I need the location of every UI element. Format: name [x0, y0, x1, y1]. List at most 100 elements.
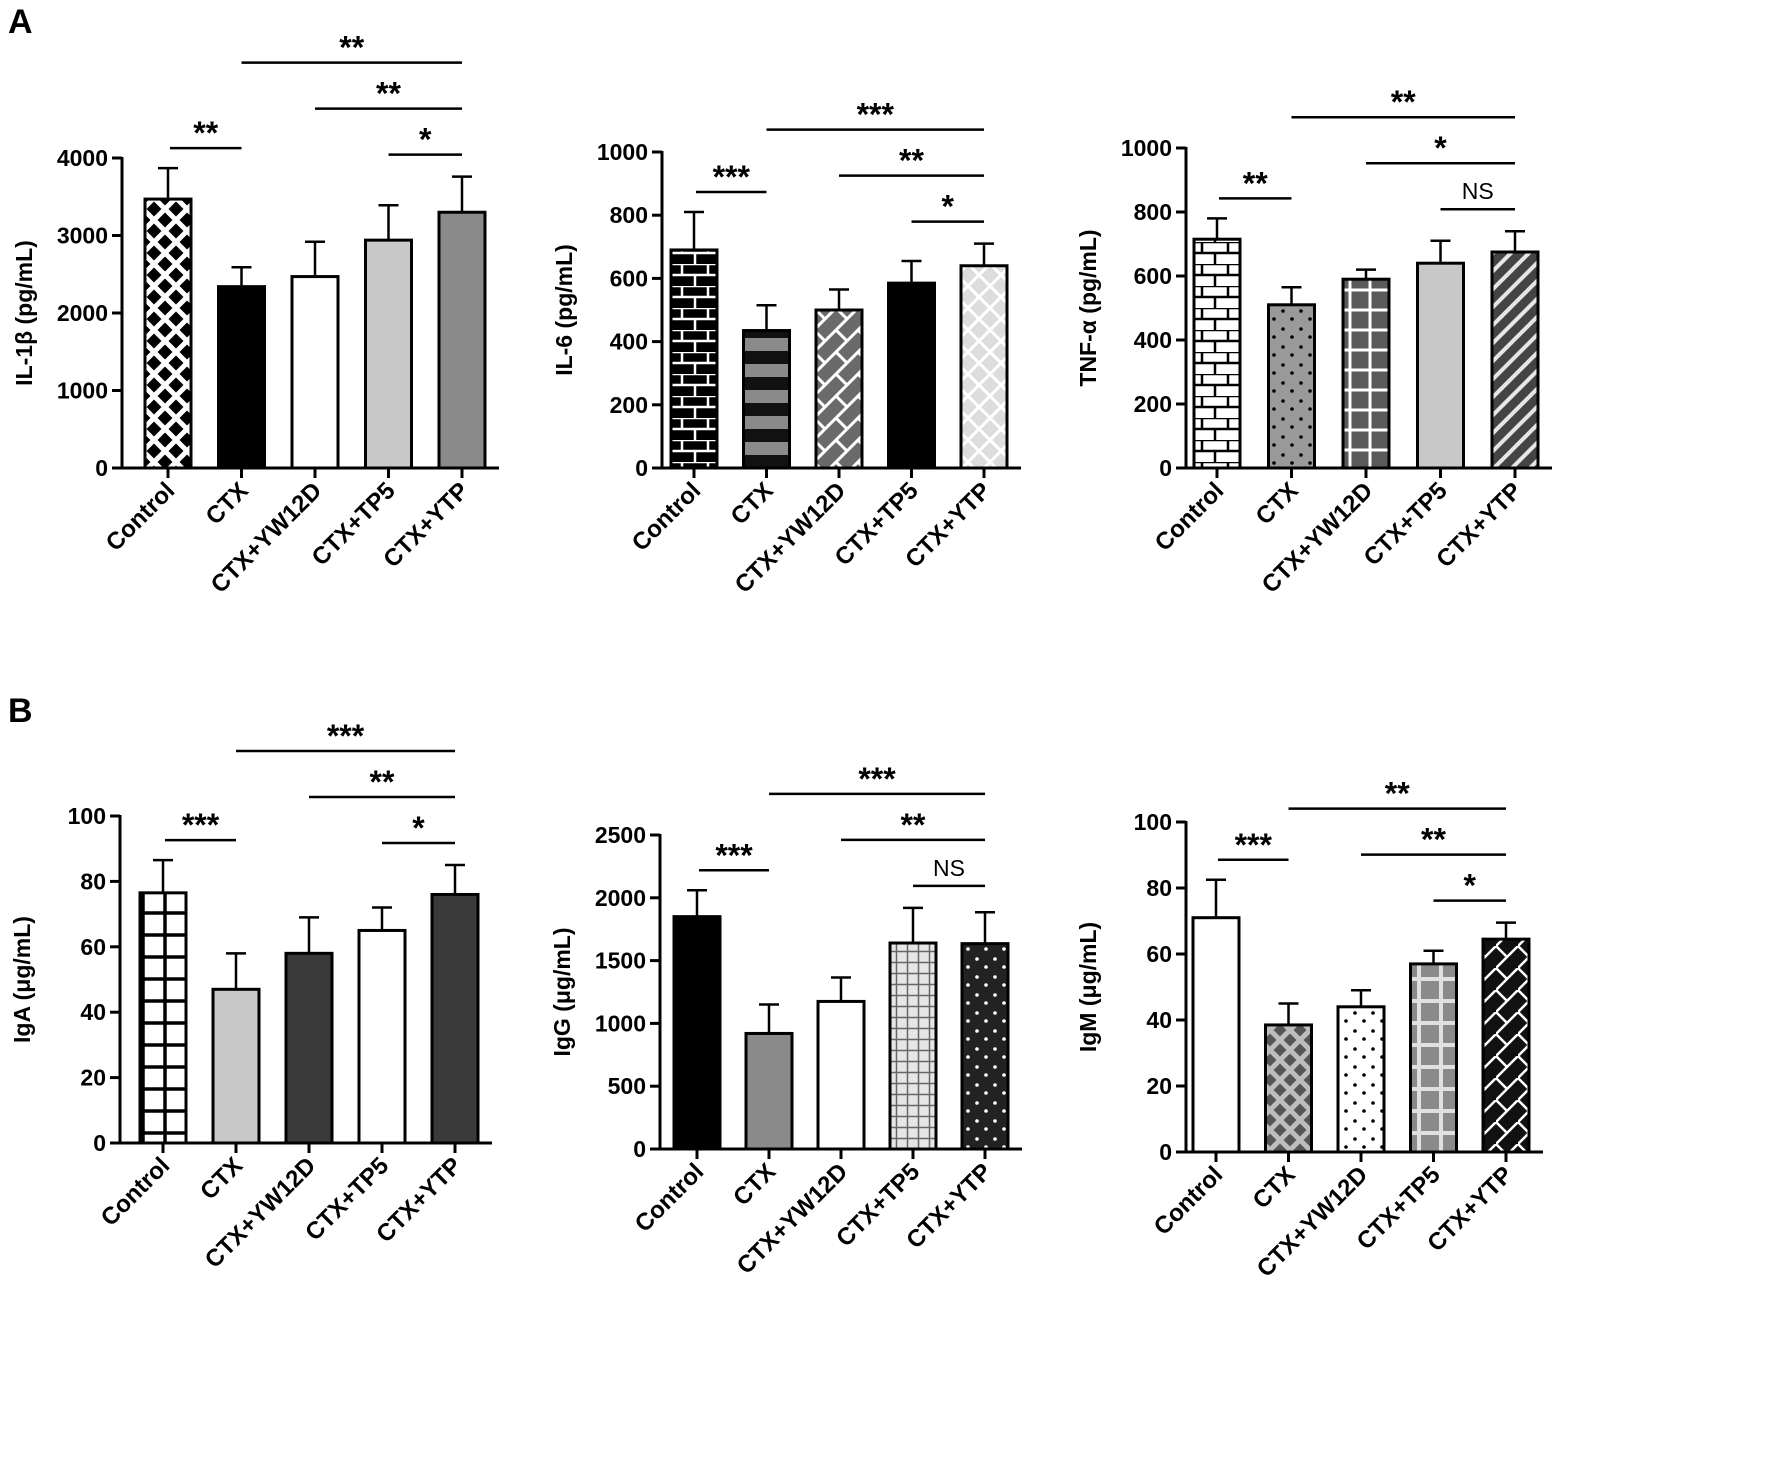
y-tick-label: 600 — [1134, 263, 1172, 289]
bar-ctx-yw12d — [290, 275, 340, 470]
y-tick-label: 400 — [610, 329, 648, 355]
bar-control — [1192, 237, 1242, 470]
significance-label: NS — [933, 855, 965, 881]
significance-label: *** — [715, 837, 753, 873]
bar-ctx-yw12d — [1341, 277, 1391, 470]
panel-letter-A: A — [8, 3, 33, 41]
bar-ctx — [742, 329, 791, 470]
panel-letter-B: B — [8, 692, 33, 730]
bar-ctx-ytp — [959, 264, 1009, 470]
y-axis-title: TNF-α (pg/mL) — [1075, 229, 1101, 386]
bar-control — [1191, 916, 1241, 1154]
significance-label: * — [412, 810, 425, 846]
significance-label: ** — [376, 76, 401, 112]
significance-label: ** — [901, 807, 926, 843]
y-tick-label: 1000 — [597, 139, 648, 165]
y-tick-label: 100 — [1134, 809, 1172, 835]
bar-ctx — [744, 1031, 794, 1151]
x-tick-label: Control — [1149, 1161, 1228, 1240]
y-tick-label: 3000 — [57, 223, 108, 249]
y-tick-label: 0 — [1159, 1139, 1172, 1165]
x-tick-label: CTX — [1251, 477, 1304, 530]
y-tick-label: 2500 — [595, 822, 646, 848]
bar-ctx-ytp — [430, 892, 480, 1145]
y-tick-label: 1000 — [595, 1010, 646, 1036]
bar-control — [138, 891, 188, 1145]
bar-ctx-ytp — [1481, 937, 1531, 1154]
significance-label: * — [942, 189, 955, 225]
y-axis-title: IgG (μg/mL) — [549, 927, 575, 1056]
x-tick-label: Control — [1150, 477, 1229, 556]
bar-control — [669, 248, 719, 470]
bar-control — [143, 197, 193, 470]
bar-ctx-yw12d — [284, 951, 334, 1145]
bar-ctx — [1264, 1023, 1313, 1154]
y-tick-label: 0 — [93, 1130, 106, 1156]
y-tick-label: 100 — [68, 803, 106, 829]
y-tick-label: 200 — [610, 392, 648, 418]
bar-ctx-yw12d — [816, 999, 866, 1151]
bar-ctx — [217, 285, 266, 470]
y-tick-label: 80 — [80, 868, 106, 894]
y-tick-label: 1500 — [595, 948, 646, 974]
x-tick-label: Control — [630, 1158, 709, 1237]
y-tick-label: 0 — [95, 455, 108, 481]
y-tick-label: 4000 — [57, 145, 108, 171]
significance-label: * — [1434, 130, 1447, 166]
bar-ctx-tp5 — [357, 928, 407, 1145]
x-tick-label: CTX — [201, 477, 254, 530]
bar-ctx — [1267, 303, 1316, 470]
y-tick-label: 80 — [1146, 875, 1172, 901]
significance-label: ** — [1243, 165, 1268, 201]
y-tick-label: 800 — [610, 202, 648, 228]
y-tick-label: 40 — [80, 999, 106, 1025]
x-tick-label: Control — [96, 1152, 175, 1231]
significance-label: *** — [858, 761, 896, 797]
y-tick-label: 20 — [1146, 1073, 1172, 1099]
bar-ctx-tp5 — [364, 238, 413, 470]
x-tick-label: CTX — [726, 477, 779, 530]
bar-ctx — [211, 987, 261, 1145]
x-tick-label: Control — [101, 477, 180, 556]
significance-label: ** — [1421, 822, 1446, 858]
bar-ctx-tp5 — [1409, 962, 1458, 1154]
y-axis-title: IgA (μg/mL) — [9, 916, 35, 1043]
significance-label: NS — [1462, 178, 1494, 204]
significance-label: * — [419, 122, 432, 158]
y-axis-title: IgM (μg/mL) — [1075, 922, 1101, 1052]
y-axis-title: IL-6 (pg/mL) — [551, 244, 577, 376]
bar-ctx-ytp — [437, 210, 487, 470]
y-tick-label: 600 — [610, 265, 648, 291]
x-tick-label: CTX — [1248, 1161, 1301, 1214]
bar-control — [672, 915, 722, 1151]
significance-label: ** — [899, 143, 924, 179]
y-tick-label: 200 — [1134, 391, 1172, 417]
significance-label: ** — [370, 764, 395, 800]
y-tick-label: 20 — [80, 1065, 106, 1091]
bar-ctx-tp5 — [888, 941, 938, 1151]
y-tick-label: 1000 — [57, 378, 108, 404]
significance-label: *** — [327, 718, 365, 754]
y-tick-label: 40 — [1146, 1007, 1172, 1033]
bar-ctx-ytp — [960, 942, 1010, 1151]
y-tick-label: 500 — [608, 1073, 646, 1099]
y-tick-label: 400 — [1134, 327, 1172, 353]
significance-label: * — [1464, 868, 1477, 904]
significance-label: *** — [1235, 827, 1273, 863]
y-tick-label: 800 — [1134, 199, 1172, 225]
x-tick-label: Control — [627, 477, 706, 556]
y-tick-label: 2000 — [595, 885, 646, 911]
y-tick-label: 60 — [80, 934, 106, 960]
bar-ctx-tp5 — [887, 281, 936, 470]
x-tick-label: CTX — [195, 1152, 248, 1205]
y-tick-label: 2000 — [57, 300, 108, 326]
significance-label: *** — [713, 159, 751, 195]
y-tick-label: 0 — [633, 1136, 646, 1162]
